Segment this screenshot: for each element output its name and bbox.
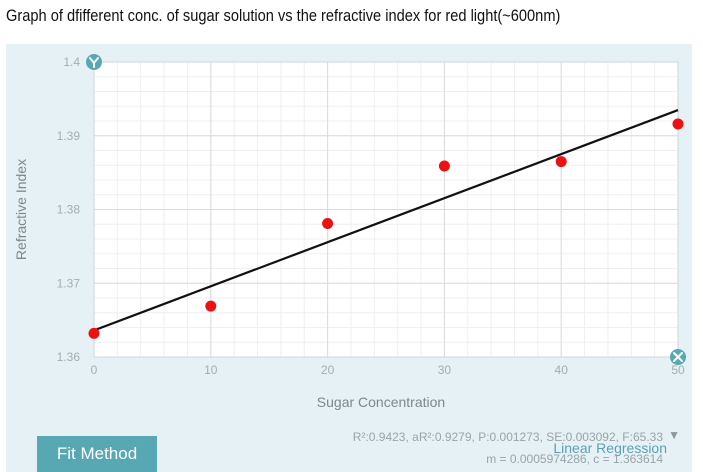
regression-equation: m = 0.0005974286, c = 1.363614 <box>486 452 663 466</box>
expand-stats-icon[interactable]: ▼ <box>668 428 680 442</box>
x-tick-label: 50 <box>671 363 685 377</box>
data-points <box>88 118 684 339</box>
y-tick-label: 1.4 <box>63 55 80 69</box>
data-point <box>438 160 450 172</box>
y-tick-labels: 1.36 1.37 1.38 1.39 1.4 <box>57 55 81 364</box>
fit-method-button[interactable]: Fit Method <box>37 436 157 472</box>
x-tick-label: 40 <box>555 363 569 377</box>
regression-line <box>93 109 679 332</box>
x-axis-handle-icon[interactable] <box>670 349 686 365</box>
x-tick-labels: 0 10 20 30 40 50 <box>91 363 685 377</box>
regression-stats: R²:0.9423, aR²:0.9279, P:0.001273, SE:0.… <box>352 430 663 444</box>
y-tick-label: 1.39 <box>57 129 81 143</box>
handle-glyph <box>673 352 683 362</box>
y-tick-label: 1.37 <box>57 276 81 290</box>
chart-panel: 1.36 1.37 1.38 1.39 1.4 0 10 20 30 40 50 Refracti… <box>6 44 692 472</box>
y-tick-label: 1.38 <box>57 203 81 217</box>
chart-title: Graph of dfifferent conc. of sugar solut… <box>6 6 561 25</box>
linear-regression-link[interactable]: Linear Regression <box>553 440 667 456</box>
y-tick-label: 1.36 <box>57 350 81 364</box>
chart-svg: 1.36 1.37 1.38 1.39 1.4 0 10 20 30 40 50 Refracti… <box>13 54 686 410</box>
data-point <box>205 300 217 312</box>
x-tick-label: 0 <box>91 363 98 377</box>
x-tick-label: 10 <box>204 363 218 377</box>
data-point <box>555 156 567 168</box>
data-point <box>322 218 334 230</box>
plot-border <box>93 61 679 358</box>
data-point <box>672 118 684 130</box>
data-point <box>88 327 100 339</box>
y-axis-label: Refractive Index <box>13 159 29 260</box>
x-axis-label: Sugar Concentration <box>317 394 445 410</box>
x-tick-label: 30 <box>438 363 452 377</box>
handle-glyph <box>89 57 99 68</box>
y-axis-handle-icon[interactable] <box>86 54 102 70</box>
x-tick-label: 20 <box>321 363 335 377</box>
